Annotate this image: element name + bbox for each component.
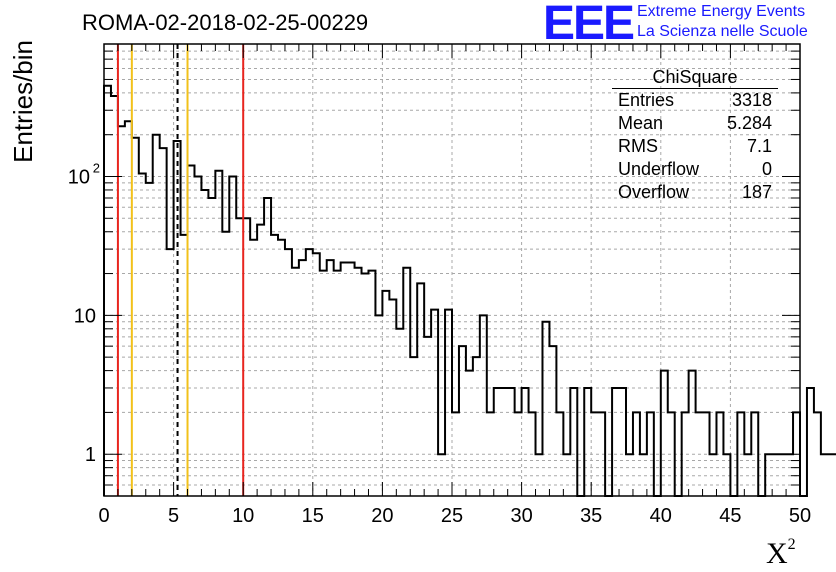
stats-row-underflow: Underflow 0 [618, 158, 784, 181]
stats-value: 7.1 [746, 136, 772, 156]
x-tick-label: 25 [441, 505, 463, 527]
logo-line-1: Extreme Energy Events [637, 3, 806, 20]
y-tick-label: 1 [85, 444, 96, 466]
x-axis-label-sup: 2 [787, 536, 796, 553]
x-tick-label: 50 [789, 505, 811, 527]
stats-value: 187 [741, 182, 772, 202]
y-tick-label: 10 [68, 166, 90, 188]
y-tick-label: 10 [74, 305, 96, 327]
stats-value: 3318 [731, 90, 772, 110]
stats-key: Overflow [618, 182, 690, 202]
y-axis-label: Entries/bin [8, 40, 38, 163]
x-tick-label: 20 [371, 505, 393, 527]
y-tick-label-exp: 2 [93, 160, 100, 175]
x-tick-label: 0 [98, 505, 109, 527]
stats-box: ChiSquare Entries 3318 Mean 5.284 RMS 7.… [608, 64, 784, 204]
x-tick-label: 15 [302, 505, 324, 527]
stats-title: ChiSquare [612, 64, 778, 89]
stats-key: Entries [618, 90, 675, 110]
x-tick-label: 30 [510, 505, 532, 527]
stats-value: 5.284 [726, 113, 772, 133]
x-axis-label-text: X [766, 537, 788, 570]
logo-line-2: La Scienza nelle Scuole [637, 23, 808, 40]
stats-row-overflow: Overflow 187 [618, 181, 784, 204]
stats-row-mean: Mean 5.284 [618, 112, 784, 135]
stats-value: 0 [761, 159, 772, 179]
x-tick-label: 35 [580, 505, 602, 527]
stats-key: RMS [618, 136, 658, 156]
x-axis-label: X2 [766, 536, 796, 571]
x-tick-label: 40 [650, 505, 672, 527]
chart-title: ROMA-02-2018-02-25-00229 [82, 10, 369, 35]
stats-key: Mean [618, 113, 664, 133]
stats-row-entries: Entries 3318 [618, 89, 784, 112]
eee-logo: EEE [543, 0, 635, 50]
x-tick-label: 5 [168, 505, 179, 527]
stats-row-rms: RMS 7.1 [618, 135, 784, 158]
x-tick-label: 45 [719, 505, 741, 527]
x-tick-label: 10 [232, 505, 254, 527]
stats-key: Underflow [618, 159, 700, 179]
